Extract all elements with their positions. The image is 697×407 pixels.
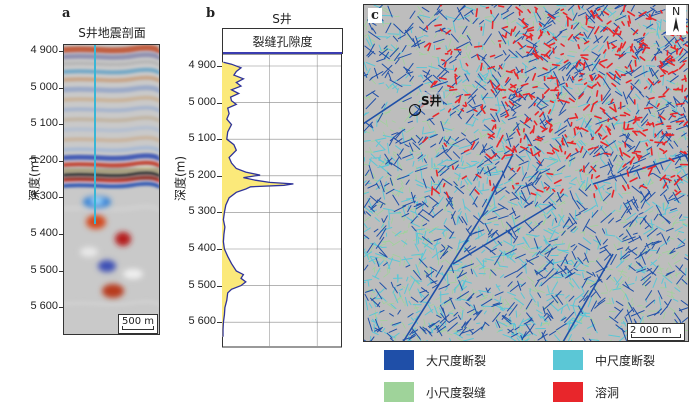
north-arrow: N — [666, 5, 686, 35]
legend-swatch — [384, 382, 414, 402]
panel-a-letter: a — [62, 6, 71, 21]
seismic-reflector — [63, 203, 160, 213]
depth-tick-mark — [217, 139, 222, 141]
depth-tick-mark — [217, 102, 222, 104]
legend-label: 大尺度断裂 — [426, 353, 487, 368]
panel-b-letter: b — [206, 6, 216, 21]
legend-item-cave: 溶洞 — [553, 382, 619, 402]
seismic-reflector — [63, 105, 160, 113]
fracture-map-image — [363, 4, 689, 342]
depth-tick-mark — [59, 124, 63, 126]
seismic-reflector — [63, 181, 160, 189]
depth-tick-mark — [217, 285, 222, 287]
depth-tick-mark — [217, 66, 222, 67]
well-marker-label: S井 — [420, 92, 443, 109]
depth-tick-label: 5 200 — [188, 168, 216, 181]
log-track-title: 裂缝孔隙度 — [252, 35, 313, 49]
depth-tick-label: 5 000 — [188, 95, 216, 108]
north-arrow-label: N — [672, 5, 681, 18]
seismic-reflector — [63, 52, 160, 60]
legend-item-large-fault: 大尺度断裂 — [384, 350, 486, 370]
panel-c-letter: c — [368, 8, 382, 23]
panel-a-title: S井地震剖面 — [78, 26, 146, 40]
legend-label: 溶洞 — [595, 385, 620, 400]
depth-tick-label: 5 300 — [30, 190, 58, 203]
depth-tick-mark — [59, 87, 63, 89]
depth-tick-label: 5 500 — [30, 263, 58, 276]
well-name: S井 — [272, 12, 292, 26]
depth-tick-mark — [59, 197, 63, 199]
porosity-curve — [222, 61, 294, 337]
seismic-reflector — [63, 44, 160, 54]
depth-tick-label: 5 200 — [30, 153, 58, 166]
depth-tick-mark — [59, 51, 63, 52]
depth-tick-label: 5 100 — [188, 132, 216, 145]
depth-tick-label: 5 000 — [30, 80, 58, 93]
seismic-reflector — [63, 115, 160, 123]
seismic-reflector — [63, 299, 160, 307]
depth-tick-mark — [217, 249, 222, 250]
legend-swatch — [553, 350, 583, 370]
depth-tick-mark — [217, 212, 222, 214]
panel-a-scale-bar-label: 500 m — [122, 316, 155, 327]
seismic-reflector — [63, 59, 160, 67]
legend-item-medium-fault: 中尺度断裂 — [553, 350, 655, 370]
well-marker — [409, 104, 421, 116]
seismic-reflector — [63, 160, 160, 168]
depth-tick-label: 5 500 — [188, 278, 216, 291]
depth-tick-label: 5 300 — [188, 205, 216, 218]
cave-layer — [420, 4, 689, 199]
depth-tick-label: 5 600 — [30, 300, 58, 313]
log-track-header: 裂缝孔隙度 — [222, 28, 343, 54]
depth-tick-label: 4 900 — [30, 44, 58, 56]
seismic-reflector — [63, 125, 160, 133]
large-fault-layer — [363, 4, 689, 342]
legend-label: 中尺度断裂 — [595, 353, 656, 368]
porosity-fill — [222, 62, 294, 337]
depth-tick-label: 5 400 — [188, 242, 216, 254]
depth-tick-mark — [217, 322, 222, 324]
seismic-reflector — [63, 75, 160, 83]
legend-swatch — [384, 350, 414, 370]
depth-tick-label: 5 400 — [30, 227, 58, 239]
well-trace-line — [94, 44, 96, 224]
depth-tick-mark — [59, 307, 63, 309]
log-track-scale-line — [223, 52, 342, 54]
panel-c-scale-bar: 2 000 m — [627, 323, 685, 341]
panel-c-scale-bar-label: 2 000 m — [630, 325, 672, 336]
seismic-reflector — [63, 85, 160, 93]
legend-label: 小尺度裂缝 — [426, 385, 487, 400]
depth-tick-mark — [59, 234, 63, 235]
seismic-reflector — [63, 135, 160, 143]
legend-item-small-fracture: 小尺度裂缝 — [384, 382, 486, 402]
depth-tick-label: 5 100 — [30, 117, 58, 130]
seismic-reflector — [63, 153, 160, 161]
seismic-reflector — [63, 67, 160, 75]
seismic-reflector — [63, 95, 160, 103]
depth-tick-label: 4 900 — [188, 59, 216, 71]
legend-swatch — [553, 382, 583, 402]
depth-tick-mark — [59, 160, 63, 162]
depth-tick-mark — [217, 175, 222, 177]
depth-tick-mark — [59, 270, 63, 272]
seismic-section-image — [63, 44, 160, 335]
seismic-reflector — [63, 145, 160, 153]
panel-a-scale-bar: 500 m — [118, 314, 158, 334]
porosity-log-chart — [222, 54, 342, 348]
depth-tick-label: 5 600 — [188, 315, 216, 328]
